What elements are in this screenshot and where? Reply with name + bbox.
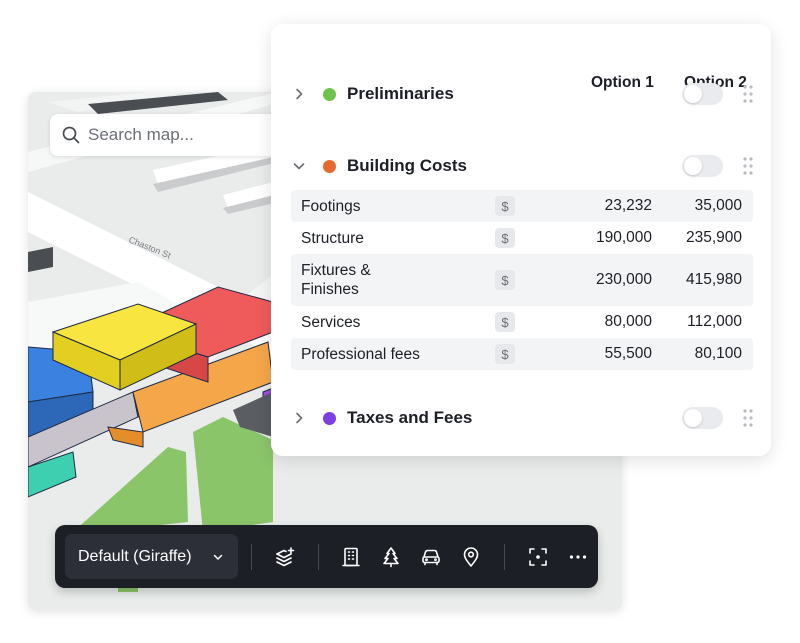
section-title: Building Costs [347, 156, 467, 175]
car-icon [422, 549, 441, 565]
map-style-select[interactable]: Default (Giraffe) [65, 534, 238, 579]
section-preliminaries[interactable]: Preliminaries [291, 79, 753, 109]
vehicles-button[interactable] [417, 543, 445, 571]
chevron-right-icon[interactable] [291, 86, 307, 102]
chevron-down-icon[interactable] [291, 158, 307, 174]
currency-badge: $ [495, 228, 515, 248]
table-row: Footings $ 23,232 35,000 [291, 190, 753, 222]
table-row: Professional fees $ 55,500 80,100 [291, 338, 753, 370]
cost-item-name: Fixtures & Finishes [301, 262, 371, 298]
layers-add-icon [275, 546, 294, 566]
option-2-value[interactable]: 112,000 [687, 313, 742, 330]
category-color-dot [323, 87, 336, 101]
option-1-value[interactable]: 230,000 [595, 271, 652, 288]
section-toggle[interactable] [682, 155, 723, 177]
chevron-down-icon [213, 554, 222, 560]
toolbar-divider [317, 543, 319, 570]
currency-badge: $ [495, 312, 515, 332]
section-title: Taxes and Fees [347, 408, 473, 427]
table-row: Services $ 80,000 112,000 [291, 306, 753, 338]
drag-handle-icon[interactable] [743, 157, 753, 175]
section-toggle[interactable] [682, 407, 723, 429]
currency-badge: $ [495, 270, 515, 290]
option-1-value[interactable]: 190,000 [595, 229, 652, 246]
option-2-value[interactable]: 80,100 [694, 345, 742, 362]
location-pin-icon [463, 546, 479, 567]
buildings-button[interactable] [338, 543, 366, 571]
map-toolbar: Default (Giraffe) [55, 525, 598, 588]
search-input[interactable] [88, 125, 268, 145]
tree-icon [383, 546, 400, 567]
drag-handle-icon[interactable] [743, 409, 753, 427]
section-toggle[interactable] [682, 83, 723, 105]
currency-badge: $ [495, 344, 515, 364]
category-color-dot [323, 411, 336, 425]
layers-button[interactable] [271, 543, 299, 571]
focus-frame-icon [529, 547, 547, 566]
map-style-value: Default (Giraffe) [78, 547, 192, 565]
building-costs-table: Footings $ 23,232 35,000 Structure $ 190… [291, 190, 753, 370]
cost-item-name: Footings [301, 197, 361, 215]
option-2-value[interactable]: 415,980 [685, 271, 742, 288]
currency-badge: $ [495, 196, 515, 216]
option-2-value[interactable]: 235,900 [685, 229, 742, 246]
drag-handle-icon[interactable] [743, 85, 753, 103]
building-icon [342, 547, 361, 566]
option-1-value[interactable]: 23,232 [604, 197, 652, 214]
table-row: Fixtures & Finishes $ 230,000 415,980 [291, 254, 753, 306]
option-1-value[interactable]: 55,500 [604, 345, 652, 362]
more-button[interactable] [564, 543, 592, 571]
more-horizontal-icon [569, 554, 587, 559]
trees-button[interactable] [377, 543, 405, 571]
category-color-dot [323, 159, 336, 173]
cost-item-name: Services [301, 313, 361, 331]
cost-breakdown-panel: Option 1 Option 2 Preliminaries Building… [271, 24, 771, 456]
option-2-value[interactable]: 35,000 [694, 197, 742, 214]
column-header-option-1: Option 1 [591, 74, 654, 91]
cost-item-name: Professional fees [301, 345, 420, 363]
cost-item-name: Structure [301, 229, 364, 247]
chevron-right-icon[interactable] [291, 410, 307, 426]
toolbar-divider [250, 543, 252, 570]
section-taxes-and-fees[interactable]: Taxes and Fees [291, 403, 753, 433]
option-1-value[interactable]: 80,000 [604, 313, 652, 330]
locations-button[interactable] [457, 543, 485, 571]
focus-button[interactable] [524, 543, 552, 571]
search-icon [62, 126, 80, 144]
toolbar-divider [504, 543, 506, 570]
table-row: Structure $ 190,000 235,900 [291, 222, 753, 254]
map-search-box[interactable] [50, 114, 300, 156]
section-title: Preliminaries [347, 84, 454, 103]
section-building-costs[interactable]: Building Costs [291, 151, 753, 181]
